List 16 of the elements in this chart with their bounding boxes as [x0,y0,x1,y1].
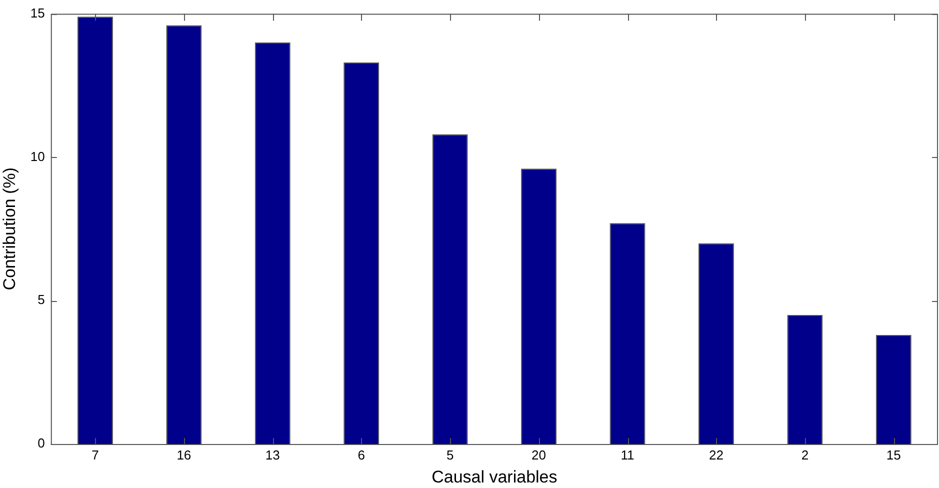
y-axis-title: Contribution (%) [0,167,19,290]
x-tick-label: 11 [620,447,634,462]
y-tick-label: 10 [30,148,45,164]
x-axis-title: Causal variables [432,467,558,486]
y-tick-label: 0 [38,436,45,451]
x-tick-label: 20 [532,447,546,462]
x-tick-label: 7 [92,447,99,462]
y-tick-label: 15 [30,5,45,20]
x-tick-label: 22 [708,447,724,462]
x-tick-label: 5 [446,447,454,462]
x-tick-label: 13 [265,447,280,462]
x-tick-label: 2 [801,447,809,462]
x-tick-label: 15 [886,447,901,462]
x-tick-label: 6 [358,447,365,462]
y-tick-label: 5 [38,292,45,308]
x-tick-label: 16 [176,447,192,462]
